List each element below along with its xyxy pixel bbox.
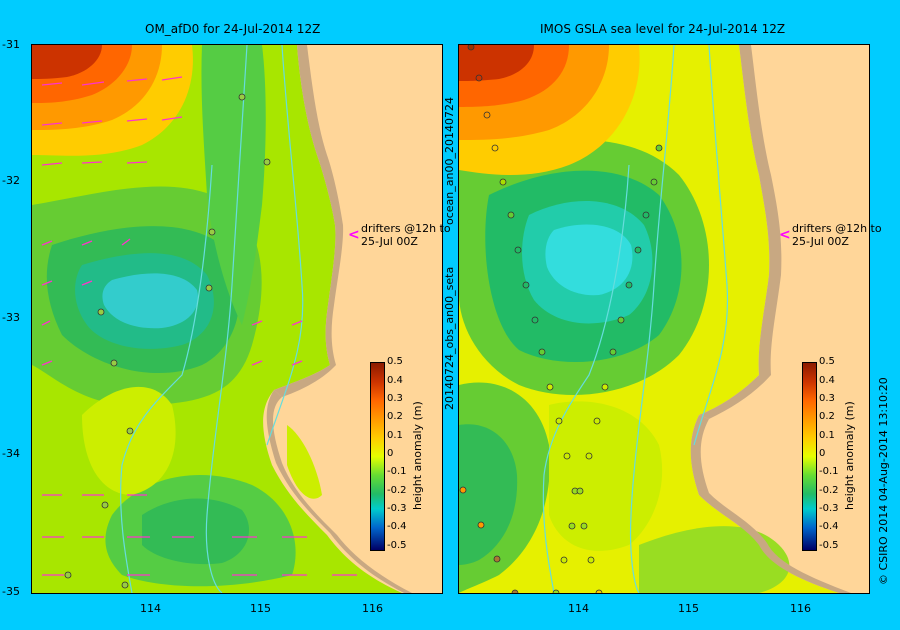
lat-tick: -35: [2, 585, 20, 598]
drifter-note-right: drifters @12h to 25-Jul 00Z: [792, 222, 882, 248]
colorbar-tick: -0.5: [387, 540, 407, 551]
colorbar-tick: 0: [819, 448, 826, 459]
colorbar-tick: 0.1: [819, 430, 835, 441]
left-map-panel: [31, 44, 443, 594]
lon-tick: 114: [568, 602, 589, 615]
colorbar-tick: 0.5: [819, 356, 835, 367]
right-map-title: IMOS GSLA sea level for 24-Jul-2014 12Z: [540, 22, 786, 36]
colorbar-tick: 0.4: [819, 375, 835, 386]
lon-tick: 115: [678, 602, 699, 615]
colorbar-tick: -0.3: [387, 503, 407, 514]
drifter-note-line: drifters @12h to: [361, 222, 451, 235]
drifter-note-arrow-icon: <: [779, 227, 791, 243]
run-id-label-2: ocean_an00_20140724: [443, 97, 456, 225]
colorbar-tick: -0.1: [387, 466, 407, 477]
drifter-note-left: drifters @12h to 25-Jul 00Z: [361, 222, 451, 248]
colorbar-tick: 0.5: [387, 356, 403, 367]
left-map-title: OM_afD0 for 24-Jul-2014 12Z: [145, 22, 321, 36]
copyright-timestamp: © CSIRO 2014 04-Aug-2014 13:10:20: [877, 377, 890, 585]
left-colorbar: [370, 362, 385, 551]
drifter-note-line: drifters @12h to: [792, 222, 882, 235]
colorbar-tick: 0.3: [819, 393, 835, 404]
colorbar-tick: 0.2: [819, 411, 835, 422]
colorbar-tick: 0.1: [387, 430, 403, 441]
colorbar-tick: -0.4: [819, 521, 839, 532]
right-colorbar: [802, 362, 817, 551]
lat-tick: -34: [2, 447, 20, 460]
colorbar-tick: -0.5: [819, 540, 839, 551]
colorbar-label: height anomaly (m): [843, 401, 856, 510]
colorbar-tick: 0.3: [387, 393, 403, 404]
run-id-label: 20140724_obs_an00_seta: [443, 266, 456, 410]
colorbar-tick: 0: [387, 448, 394, 459]
colorbar-tick: -0.2: [819, 485, 839, 496]
lon-tick: 116: [790, 602, 811, 615]
colorbar-label: height anomaly (m): [411, 401, 424, 510]
drifter-note-line: 25-Jul 00Z: [361, 235, 418, 248]
lat-tick: -33: [2, 311, 20, 324]
drifter-note-line: 25-Jul 00Z: [792, 235, 849, 248]
right-map: [459, 43, 851, 597]
right-map-panel: [458, 43, 870, 597]
lat-tick: -32: [2, 174, 20, 187]
colorbar-tick: -0.3: [819, 503, 839, 514]
lon-tick: 114: [140, 602, 161, 615]
lat-tick: -31: [2, 38, 20, 51]
colorbar-tick: -0.2: [387, 485, 407, 496]
colorbar-tick: 0.2: [387, 411, 403, 422]
drifter-note-arrow-icon: <: [348, 227, 360, 243]
colorbar-tick: -0.4: [387, 521, 407, 532]
colorbar-tick: 0.4: [387, 375, 403, 386]
lon-tick: 116: [362, 602, 383, 615]
left-map: [32, 44, 412, 594]
lon-tick: 115: [250, 602, 271, 615]
colorbar-tick: -0.1: [819, 466, 839, 477]
